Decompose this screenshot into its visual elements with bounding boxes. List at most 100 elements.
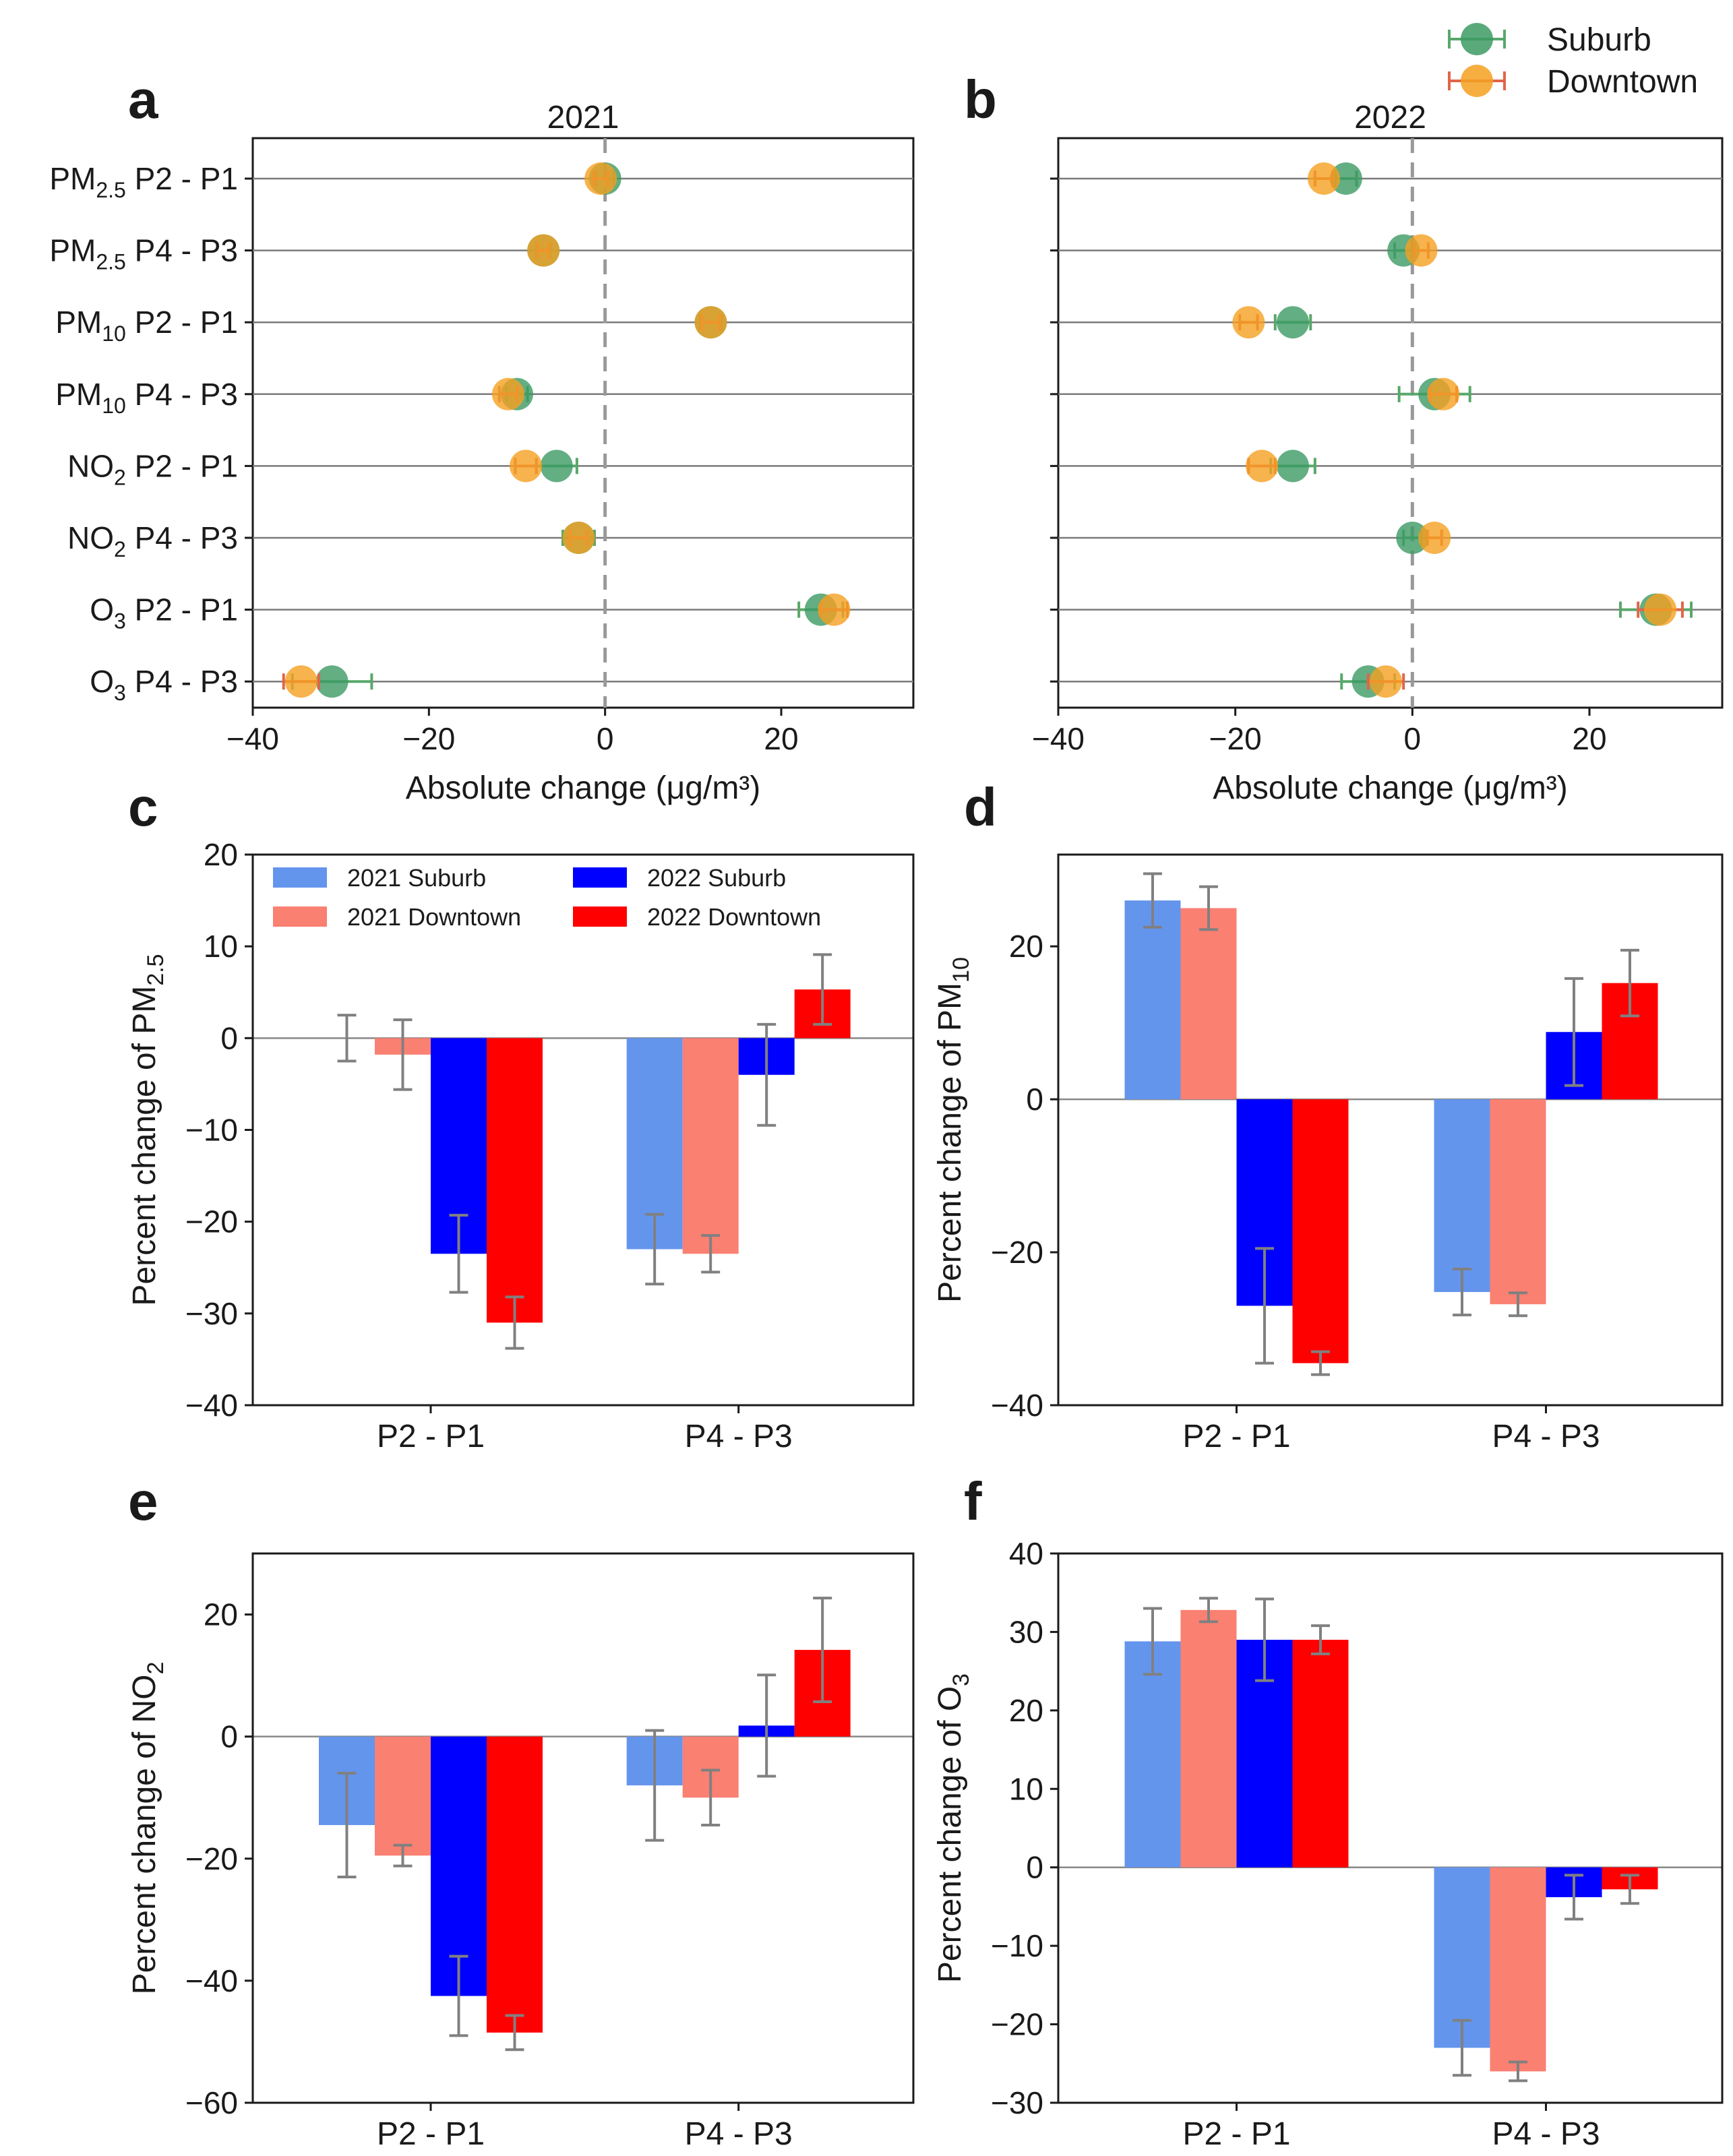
bar-2022-suburb	[431, 1736, 487, 1996]
x-tick-label: −40	[1032, 721, 1085, 756]
bar-2022-downtown	[487, 1038, 543, 1323]
y-tick-label: 30	[1009, 1614, 1043, 1649]
y-tick-label: 20	[204, 837, 238, 872]
data-point-suburb	[1396, 522, 1429, 554]
x-tick-label: 20	[1572, 721, 1606, 756]
y-tick-label: 20	[1009, 929, 1043, 964]
x-tick-label: 0	[597, 721, 614, 756]
x-tick-label: P4 - P3	[1492, 1419, 1600, 1454]
data-point-downtown	[694, 306, 727, 339]
plot-title: 2021	[547, 100, 619, 135]
bar-2021-suburb	[1124, 1641, 1181, 1868]
y-tick-label: NO2 P4 - P3	[67, 520, 238, 561]
y-tick-label: −10	[185, 1113, 238, 1148]
plot-frame	[251, 853, 915, 1407]
data-point-downtown	[527, 234, 560, 267]
data-point-downtown	[1246, 450, 1279, 483]
panel-d: −40 −20 0 20 P2 - P1 P4 - P3 Percent change of…	[932, 853, 1724, 1454]
data-point-suburb	[1277, 450, 1310, 483]
bar-2021-suburb	[1124, 900, 1181, 1100]
panel-label-a: a	[128, 69, 158, 129]
top-legend: Suburb Downtown	[1448, 22, 1698, 100]
data-point-downtown	[510, 450, 543, 483]
x-tick-label: P4 - P3	[685, 2116, 793, 2152]
data-point-downtown	[818, 593, 851, 626]
y-tick-label: O3 P4 - P3	[90, 664, 238, 705]
plot-frame	[1057, 137, 1724, 709]
y-tick-label: 0	[1026, 1850, 1043, 1885]
legend-label: 2022 Downtown	[647, 903, 821, 931]
legend-suburb-marker	[1461, 23, 1493, 55]
data-point-downtown	[1427, 377, 1460, 410]
legend-swatch	[273, 867, 327, 888]
y-tick-label: 0	[220, 1719, 238, 1754]
panel-e: −60 −40 −20 0 20 P2 - P1 P4 - P3 Percent change…	[127, 1552, 915, 2152]
y-tick-label: NO2 P2 - P1	[67, 448, 238, 489]
x-tick-label: P4 - P3	[1492, 2116, 1600, 2152]
x-axis-label: Absolute change (μg/m³)	[406, 770, 761, 806]
y-tick-label: 0	[220, 1020, 238, 1055]
y-tick-label: −20	[991, 2007, 1043, 2042]
panel-label-c: c	[128, 777, 158, 837]
bar-2021-suburb	[1434, 1099, 1490, 1293]
x-axis-label: Absolute change (μg/m³)	[1213, 770, 1568, 806]
legend-swatch	[573, 906, 627, 927]
data-point-downtown	[1418, 522, 1451, 554]
legend-swatch	[273, 906, 327, 927]
bar-2021-downtown	[375, 1736, 431, 1856]
y-tick-label: PM10 P4 - P3	[55, 377, 238, 418]
panel-label-b: b	[964, 69, 997, 129]
data-point-downtown	[1308, 162, 1340, 195]
panel-label-f: f	[964, 1471, 982, 1531]
data-point-downtown	[1232, 306, 1265, 339]
y-tick-label: −20	[991, 1235, 1043, 1270]
x-tick-label: P4 - P3	[685, 1419, 793, 1454]
x-tick-label: P2 - P1	[377, 2116, 485, 2152]
bar-2021-downtown	[1180, 908, 1237, 1100]
plot-frame	[1057, 1552, 1724, 2104]
bar-2022-downtown	[1292, 1099, 1349, 1363]
x-tick-label: 0	[1404, 721, 1422, 756]
y-axis-label: Percent change of NO2	[127, 1662, 169, 1995]
bar-2021-downtown	[1490, 1867, 1546, 2072]
data-point-downtown	[1369, 665, 1402, 698]
data-point-downtown	[1405, 234, 1438, 267]
y-tick-label: −30	[991, 2085, 1043, 2120]
plot-frame	[1057, 853, 1724, 1407]
data-point-downtown	[1644, 593, 1677, 626]
y-tick-label: 40	[1009, 1536, 1043, 1571]
panel-a: 2021 PM2.5 P2 - P1 PM2.5 P4 - P3 PM10 P2 - …	[49, 100, 915, 806]
bar-2022-downtown	[1292, 1640, 1349, 1868]
y-tick-label: −40	[185, 1963, 238, 1998]
y-tick-label: 10	[1009, 1771, 1043, 1806]
data-point-downtown	[562, 522, 595, 554]
panel-label-d: d	[964, 777, 997, 837]
y-tick-label: −10	[991, 1928, 1043, 1963]
x-tick-label: P2 - P1	[1182, 2116, 1290, 2152]
y-tick-label: −60	[185, 2085, 238, 2120]
plot-frame	[251, 1552, 915, 2104]
legend-label: 2021 Downtown	[347, 903, 521, 931]
data-point-suburb	[540, 450, 573, 483]
x-tick-label: −20	[1209, 721, 1262, 756]
legend-label: 2021 Suburb	[347, 864, 486, 892]
legend-downtown-label: Downtown	[1547, 64, 1698, 100]
y-tick-label: O3 P2 - P1	[90, 592, 238, 634]
y-tick-label: −30	[185, 1296, 238, 1331]
legend-downtown-marker	[1461, 65, 1493, 97]
x-tick-label: P2 - P1	[377, 1419, 485, 1454]
y-tick-label: 20	[204, 1597, 238, 1632]
data-point-downtown	[584, 162, 617, 195]
y-tick-label: PM10 P2 - P1	[55, 305, 238, 346]
data-point-downtown	[284, 665, 317, 698]
bar-legend: 2021 Suburb 2021 Downtown 2022 Suburb 2022 …	[273, 864, 821, 931]
y-tick-label: −40	[991, 1388, 1043, 1423]
legend-label: 2022 Suburb	[647, 864, 786, 892]
y-tick-label: PM2.5 P2 - P1	[49, 161, 238, 202]
y-tick-label: 10	[204, 929, 238, 964]
bar-2021-suburb	[1434, 1867, 1490, 2048]
panel-label-e: e	[128, 1471, 158, 1531]
legend-swatch	[573, 867, 627, 888]
